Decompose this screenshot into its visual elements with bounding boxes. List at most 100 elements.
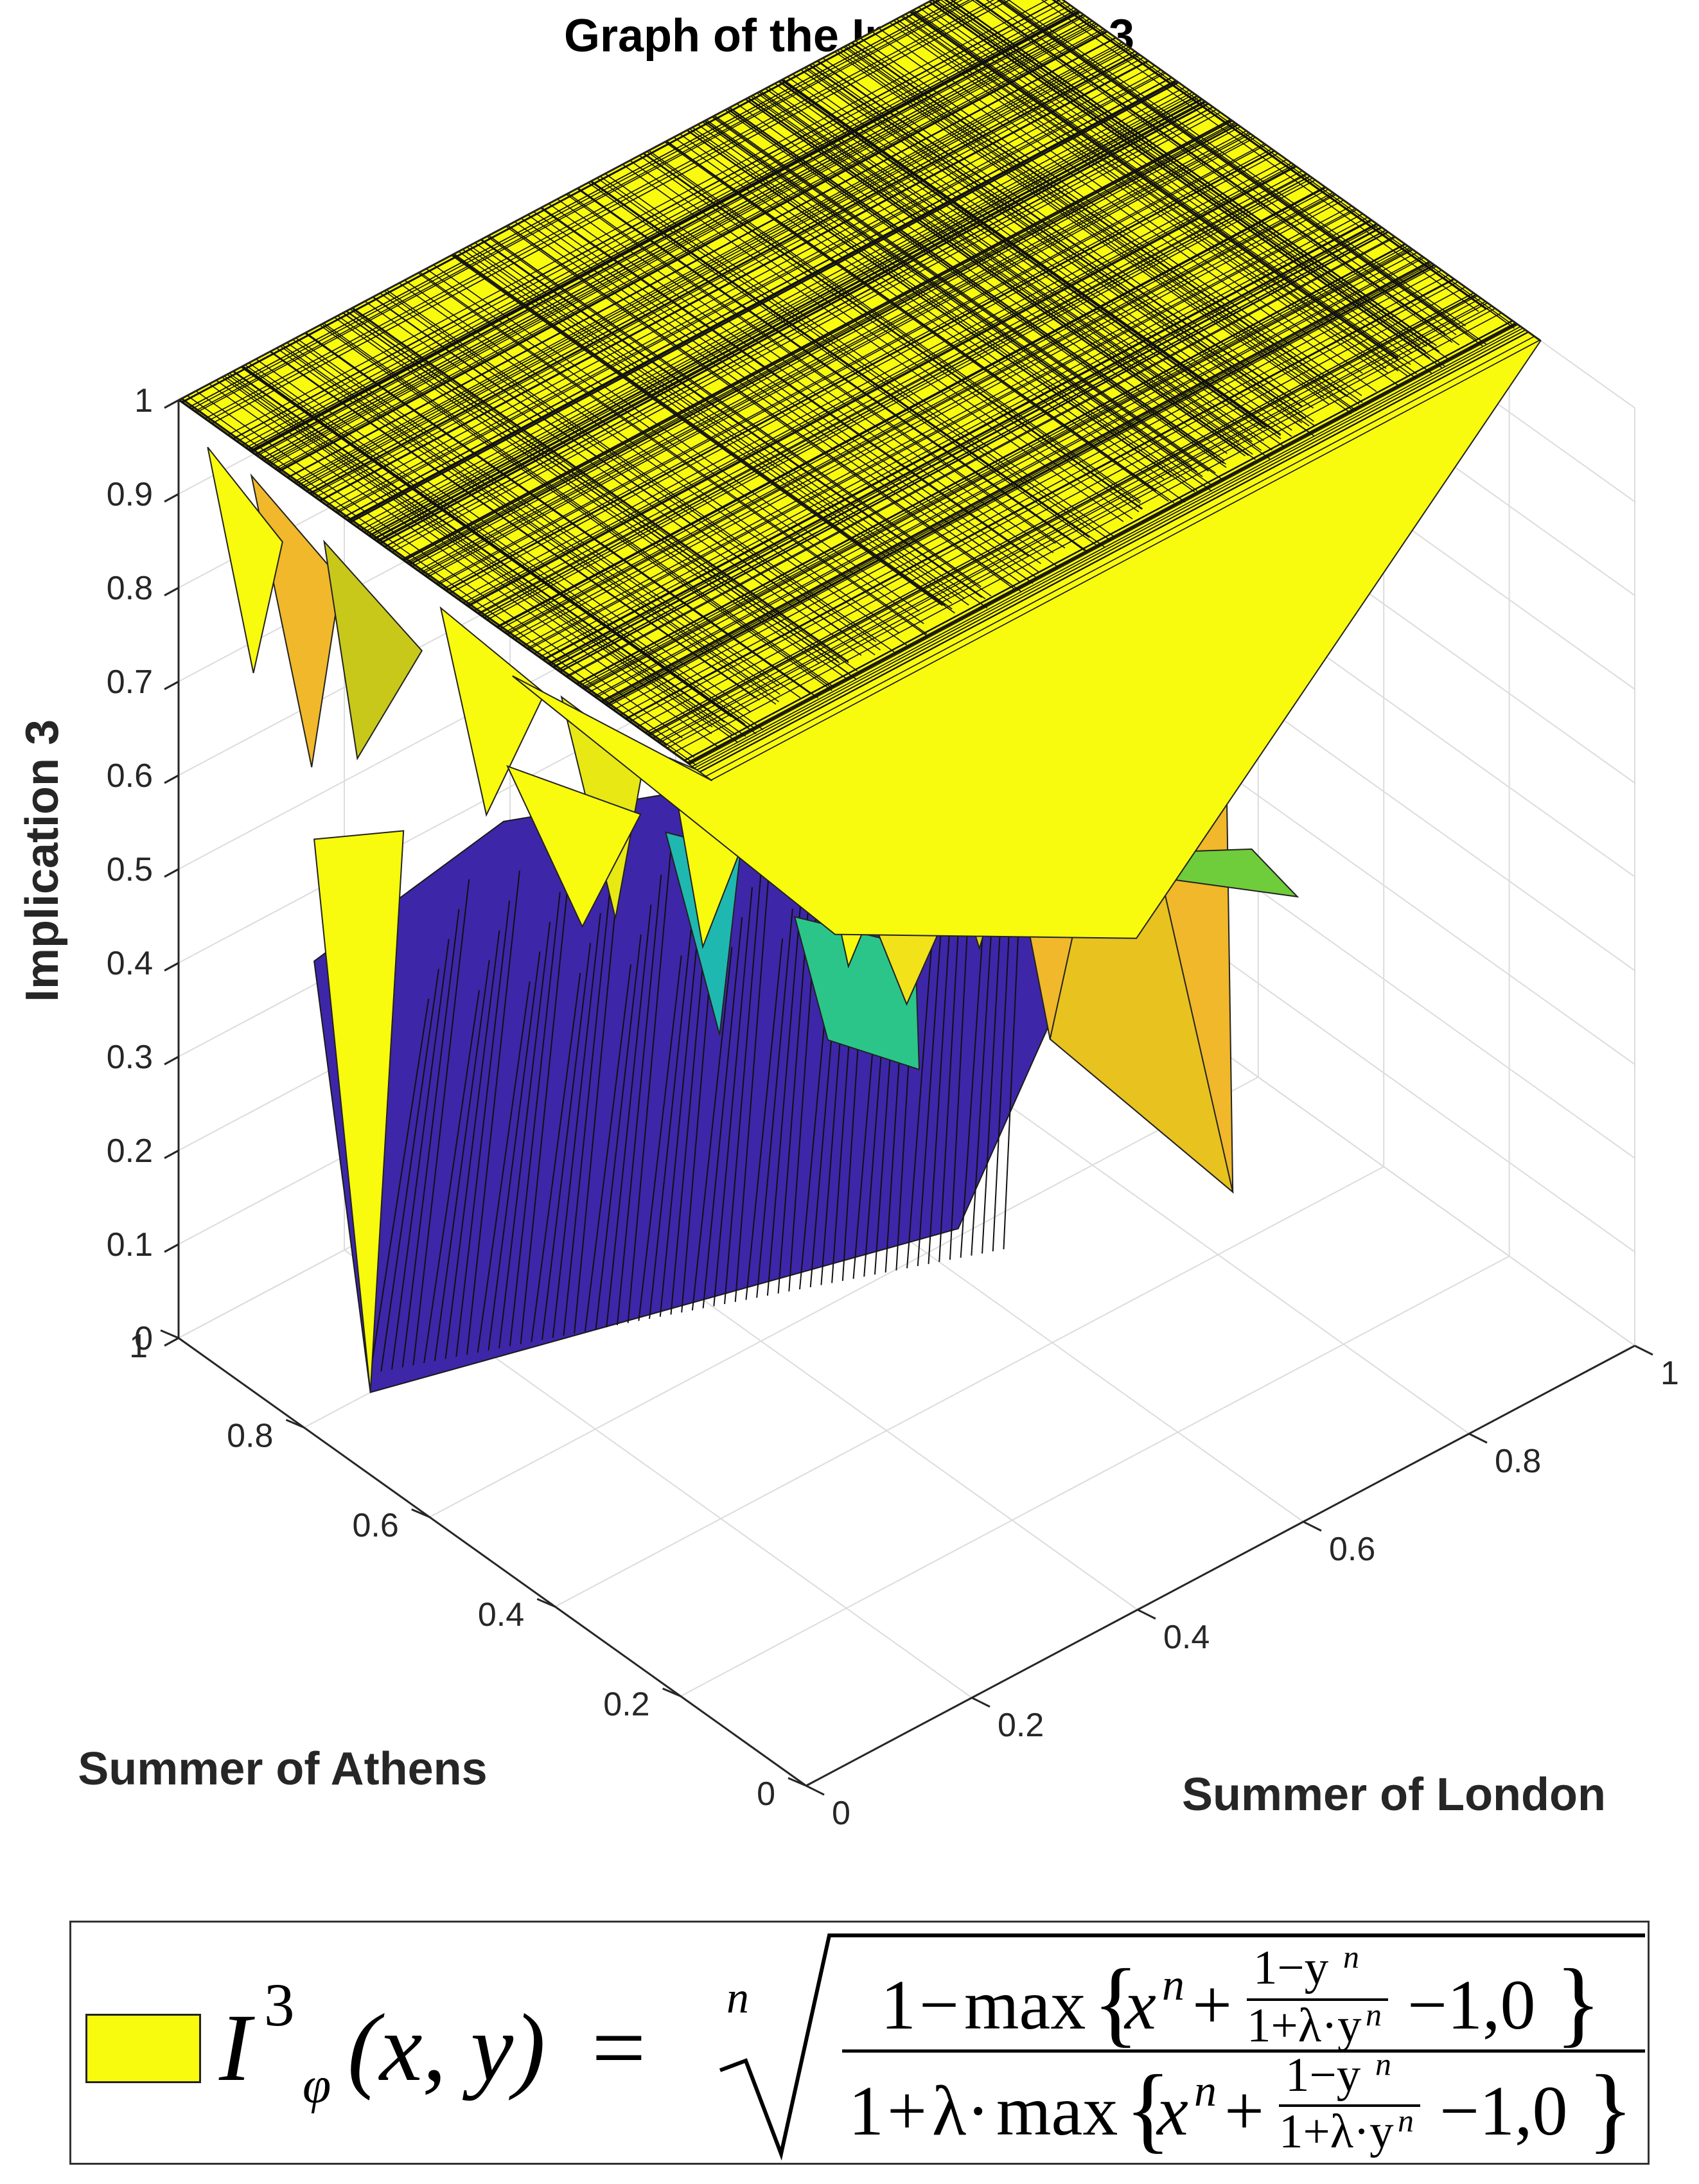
formula-den-lambda: λ· xyxy=(932,2072,990,2150)
mesh-line-x xyxy=(452,254,955,614)
mesh-line-x xyxy=(269,351,757,699)
mesh-line-y xyxy=(182,0,942,403)
mesh-line-y xyxy=(311,54,1141,496)
y-tick xyxy=(411,1508,430,1519)
y-tick xyxy=(285,1419,304,1429)
mesh-line-x xyxy=(180,398,667,746)
mesh-line-x xyxy=(514,221,1021,583)
mesh-line-y xyxy=(515,199,1344,641)
mesh-line-x xyxy=(860,37,1362,396)
mesh-line-y xyxy=(251,11,1080,453)
x-tick xyxy=(1137,1608,1156,1620)
mesh-line-y xyxy=(691,326,1521,767)
mesh-line-x xyxy=(629,160,1133,520)
mesh-line-y xyxy=(356,86,1186,528)
y-tick xyxy=(160,1329,179,1339)
surface-low-stripe xyxy=(541,943,592,1341)
mesh-line-y xyxy=(484,177,1313,619)
legend-formula: I 3 φ (x, y) = n 1 − max { x n + 1−y n 1… xyxy=(218,1933,1645,2162)
mesh-line-y xyxy=(255,14,1084,455)
mesh-line-x xyxy=(999,0,1478,341)
formula-den-inner-den-exp: n xyxy=(1398,2102,1414,2138)
mesh-line-y xyxy=(391,112,1221,553)
mesh-line-y xyxy=(306,51,1136,492)
mesh-line-y xyxy=(481,175,1311,617)
surface-low-stripe xyxy=(466,870,520,1355)
mesh-line-y xyxy=(250,11,1080,452)
formula-den-lbrace: { xyxy=(1125,2056,1171,2162)
surface-low-stripe xyxy=(971,874,996,1256)
z-tick xyxy=(164,774,179,784)
mesh-line-y xyxy=(286,37,1116,479)
mesh-line-y xyxy=(437,144,1267,586)
mesh-line-y xyxy=(511,197,1341,638)
formula-num-inner-num: 1−y xyxy=(1253,1941,1329,1995)
mesh-line-y xyxy=(370,96,1200,538)
mesh-line-y xyxy=(349,82,1179,524)
grid-floor-y xyxy=(554,1166,1384,1608)
surface-low-stripe xyxy=(659,895,703,1317)
z-axis-label: Implication 3 xyxy=(17,719,68,1002)
mesh-line-y xyxy=(266,22,1095,464)
mesh-line-y xyxy=(227,0,1048,436)
mesh-line-y xyxy=(427,137,1256,578)
z-tick xyxy=(164,586,179,597)
y-tick-label: 0.4 xyxy=(478,1596,524,1634)
mesh-line-y xyxy=(497,187,1326,628)
legend-swatch xyxy=(85,2014,201,2083)
mesh-line-y xyxy=(647,294,1476,735)
mesh-line-y xyxy=(256,15,1086,457)
formula-den-x: x xyxy=(1156,2072,1188,2150)
mesh-line-y xyxy=(526,207,1356,649)
plateau-edge xyxy=(178,0,1542,401)
z-tick xyxy=(164,1055,179,1066)
surface-low-stripe xyxy=(638,955,682,1321)
surface-low-stripe xyxy=(488,951,541,1351)
mesh-line-y xyxy=(287,37,1117,479)
mesh-line-y xyxy=(542,219,1372,661)
mesh-line-y xyxy=(405,121,1235,563)
mesh-line-x xyxy=(805,66,1310,427)
mesh-line-x xyxy=(566,193,1056,544)
surface-low-stripe xyxy=(584,964,632,1332)
mesh-line-y xyxy=(236,1,1066,443)
mesh-line-y xyxy=(710,339,1540,781)
mesh-line-y xyxy=(402,119,1232,561)
mesh-line-y xyxy=(705,335,1535,777)
mesh-line-x xyxy=(664,141,1169,502)
formula-superscript: 3 xyxy=(264,1971,295,2039)
formula-den-inner-den: 1+λ·y xyxy=(1279,2105,1394,2158)
mesh-line-y xyxy=(581,247,1411,689)
mesh-line-y xyxy=(274,28,1104,470)
mesh-line-x xyxy=(750,96,1253,455)
mesh-line-x xyxy=(822,57,1314,409)
surface-low-stripe xyxy=(498,921,551,1349)
mesh-line-y xyxy=(308,53,1138,494)
mesh-line-x xyxy=(949,0,1433,344)
mesh-line-y xyxy=(552,226,1382,668)
mesh-line-y xyxy=(360,89,1190,531)
mesh-line-y xyxy=(579,245,1408,687)
surface-low-stripe xyxy=(734,827,773,1302)
mesh-line-y xyxy=(687,322,1517,764)
mesh-line-y xyxy=(613,269,1442,711)
mesh-line-y xyxy=(411,126,1241,567)
mesh-line-y xyxy=(436,143,1265,585)
mesh-line-x xyxy=(872,31,1377,392)
mesh-line-y xyxy=(409,124,1238,565)
mesh-line-y xyxy=(477,173,1307,614)
mesh-line-y xyxy=(331,69,1161,511)
surface-low-stripe xyxy=(509,892,561,1346)
surface-low-stripe xyxy=(563,883,612,1336)
x-tick-label: 0 xyxy=(832,1795,850,1832)
x-tick-label: 0.8 xyxy=(1495,1443,1541,1480)
x-tick xyxy=(1634,1344,1653,1356)
surface-low-stripe xyxy=(766,878,804,1296)
mesh-line-x xyxy=(759,91,1262,451)
mesh-line-y xyxy=(377,101,1206,543)
surface-low-stripe xyxy=(445,930,500,1359)
mesh-line-x xyxy=(714,115,1216,474)
y-tick-label: 0.2 xyxy=(603,1686,649,1723)
mesh-line-x xyxy=(1008,0,1466,327)
mesh-line-y xyxy=(648,295,1478,737)
